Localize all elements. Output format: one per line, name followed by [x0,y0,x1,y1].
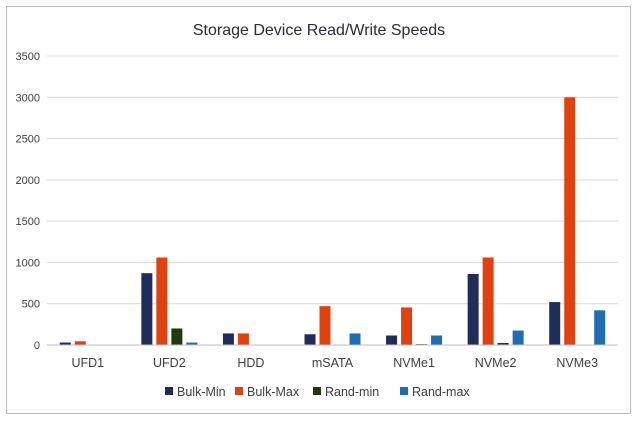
x-axis-categories: UFD1 UFD2 HDD mSATA NVMe1 NVMe2 NVMe3 [71,356,598,370]
x-category-label: NVMe2 [475,356,517,370]
bar-bulk-min-ufd2 [141,273,153,345]
x-category-label: UFD1 [71,356,104,370]
bar-bulk-min-msata [304,334,316,345]
legend: Bulk-Min Bulk-Max Rand-min Rand-max [165,385,470,399]
bars [59,97,606,346]
x-category-label: HDD [237,356,264,370]
y-tick-label: 0 [34,340,40,352]
y-tick-label: 2500 [16,134,40,146]
bar-bulk-max-ufd2 [156,257,168,345]
legend-label: Bulk-Min [177,385,226,399]
bar-bulk-max-nvme1 [401,307,413,345]
legend-swatch [165,387,173,395]
legend-label: Rand-min [325,385,379,399]
chart-frame [6,6,631,414]
bar-rand-max-ufd2 [186,342,198,345]
gridlines [47,55,618,305]
y-axis-ticks: 0 500 1000 1500 2000 2500 3000 3500 [16,51,40,352]
legend-swatch [400,387,408,395]
bar-bulk-min-nvme2 [467,273,479,345]
bar-rand-min-ufd2 [171,328,183,345]
bar-rand-max-nvme1 [431,335,443,345]
bar-bulk-min-hdd [222,333,234,345]
bar-rand-max-nvme2 [512,330,524,345]
x-category-label: NVMe3 [556,356,598,370]
y-tick-label: 1500 [16,216,40,228]
legend-swatch [313,387,321,395]
bar-bulk-max-ufd1 [74,341,86,345]
bar-rand-min-nvme2 [497,342,509,345]
x-category-label: UFD2 [153,356,186,370]
y-tick-label: 3000 [16,92,40,104]
legend-label: Bulk-Max [247,385,300,399]
bar-bulk-max-msata [319,306,331,345]
legend-label: Rand-max [412,385,470,399]
legend-swatch [235,387,243,395]
bar-rand-max-msata [349,333,361,345]
x-category-label: NVMe1 [393,356,435,370]
bar-bulk-max-nvme3 [564,97,576,346]
chart-title: Storage Device Read/Write Speeds [193,22,445,39]
x-category-label: mSATA [312,356,354,370]
bar-rand-max-nvme3 [594,310,606,345]
bar-bulk-max-hdd [237,333,249,345]
bar-bulk-min-nvme3 [549,302,561,345]
y-tick-label: 1000 [16,257,40,269]
y-tick-label: 500 [22,299,40,311]
bar-bulk-min-nvme1 [386,335,398,345]
bar-bulk-min-ufd1 [59,342,71,345]
y-tick-label: 2000 [16,175,40,187]
bar-bulk-max-nvme2 [482,257,494,345]
y-tick-label: 3500 [16,51,40,63]
